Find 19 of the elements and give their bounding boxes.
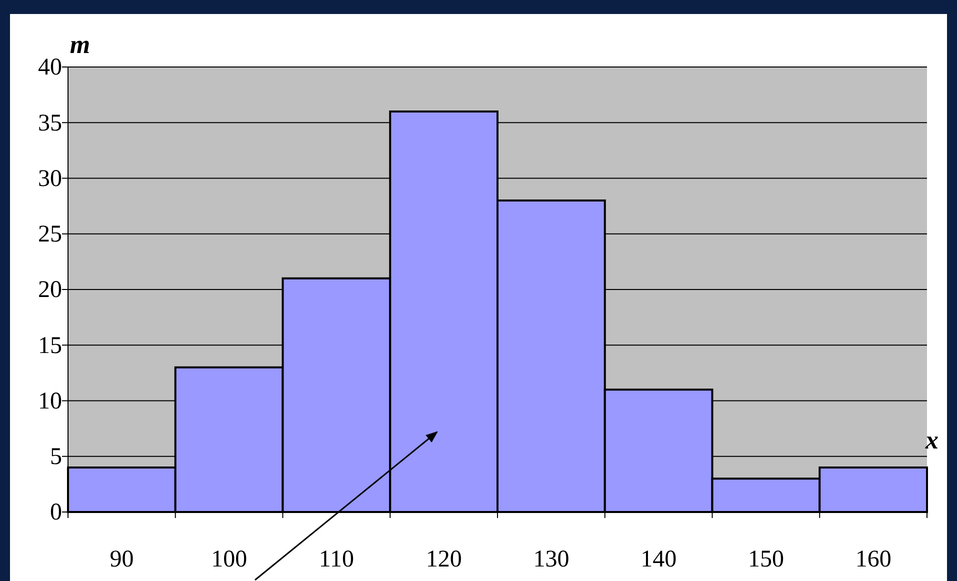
y-tick-label: 25 [38,222,62,248]
x-tick-label: 130 [533,546,570,573]
x-tick-label: 160 [855,546,892,573]
y-tick-label: 35 [38,110,62,136]
x-tick-label: 150 [748,546,784,573]
x-tick-label: 100 [211,546,248,573]
y-tick-label: 0 [50,500,62,526]
y-tick-label: 30 [38,166,62,192]
y-tick-label: 10 [38,388,62,414]
x-tick-label: 120 [426,546,462,573]
x-tick-label: 90 [110,546,134,573]
y-tick-label: 20 [38,277,62,304]
y-tick-label: 40 [38,54,62,81]
y-tick-label: 15 [38,332,62,359]
y-tick-label: 5 [50,444,62,470]
x-tick-label: 140 [640,546,677,573]
y-axis-title: m [70,30,90,59]
x-tick-label: 110 [318,546,354,573]
x-axis-title: x [924,425,938,454]
